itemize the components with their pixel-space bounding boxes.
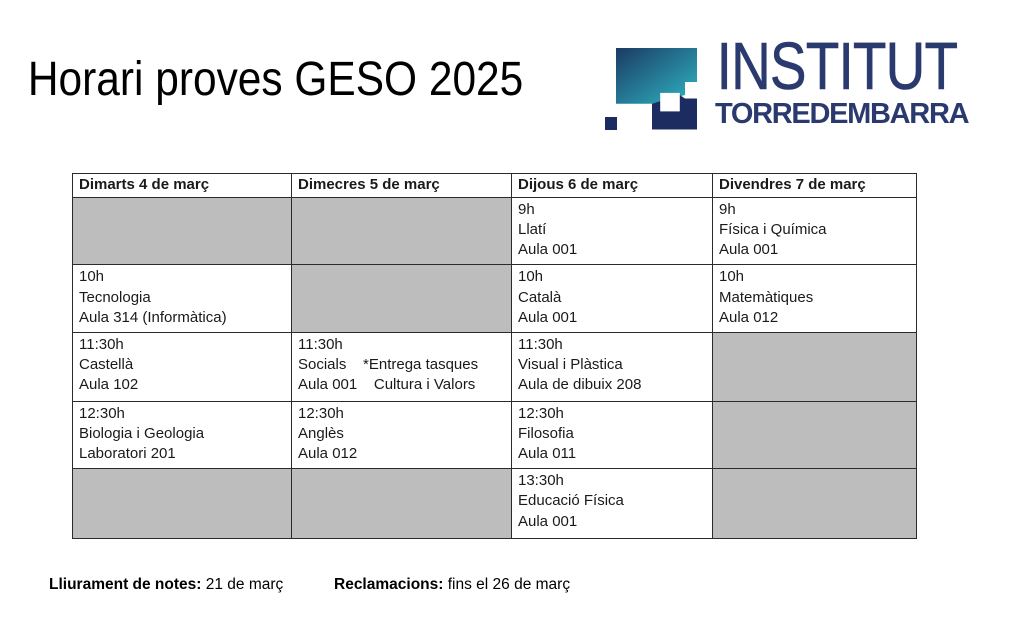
svg-text:Horari proves GESO 2025: Horari proves GESO 2025 (28, 51, 523, 105)
svg-text:INSTITUT: INSTITUT (717, 36, 958, 96)
